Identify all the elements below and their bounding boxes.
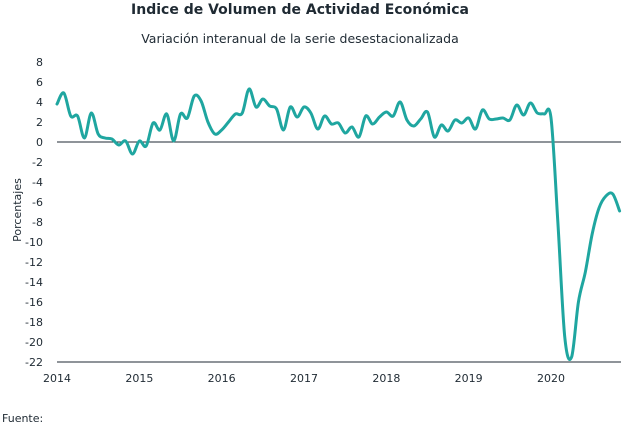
y-tick-label: -20 <box>25 336 43 349</box>
chart-subtitle: Variación interanual de la serie desesta… <box>141 31 459 46</box>
x-tick-label: 2015 <box>125 372 153 385</box>
y-tick-label: -4 <box>32 176 43 189</box>
y-axis-title: Porcentajes <box>11 178 24 242</box>
y-tick-label: 0 <box>36 136 43 149</box>
y-axis-labels: 8 6 4 2 0 -2 -4 -6 -8 -10 -12 -14 -16 -18 -20 -22 <box>25 56 43 369</box>
y-tick-label: 8 <box>36 56 43 69</box>
source-label: Fuente: <box>2 412 44 425</box>
chart-title: Indice de Volumen de Actividad Económica <box>131 2 469 18</box>
y-tick-label: -22 <box>25 356 43 369</box>
y-tick-label: -6 <box>32 196 43 209</box>
y-tick-label: -12 <box>25 256 43 269</box>
y-tick-label: -2 <box>32 156 43 169</box>
y-tick-label: 6 <box>36 76 43 89</box>
y-tick-label: -14 <box>25 276 43 289</box>
x-tick-label: 2018 <box>372 372 400 385</box>
y-tick-label: -16 <box>25 296 43 309</box>
series-line <box>55 87 622 361</box>
x-tick-label: 2019 <box>455 372 483 385</box>
x-tick-label: 2020 <box>537 372 565 385</box>
x-axis-labels: 2014 2015 2016 2017 2018 2019 2020 <box>43 372 565 385</box>
x-tick-label: 2016 <box>208 372 236 385</box>
x-tick-label: 2014 <box>43 372 71 385</box>
y-tick-label: 4 <box>36 96 43 109</box>
y-tick-label: -8 <box>32 216 43 229</box>
y-tick-label: 2 <box>36 116 43 129</box>
y-tick-label: -10 <box>25 236 43 249</box>
y-tick-label: -18 <box>25 316 43 329</box>
x-tick-label: 2017 <box>290 372 318 385</box>
